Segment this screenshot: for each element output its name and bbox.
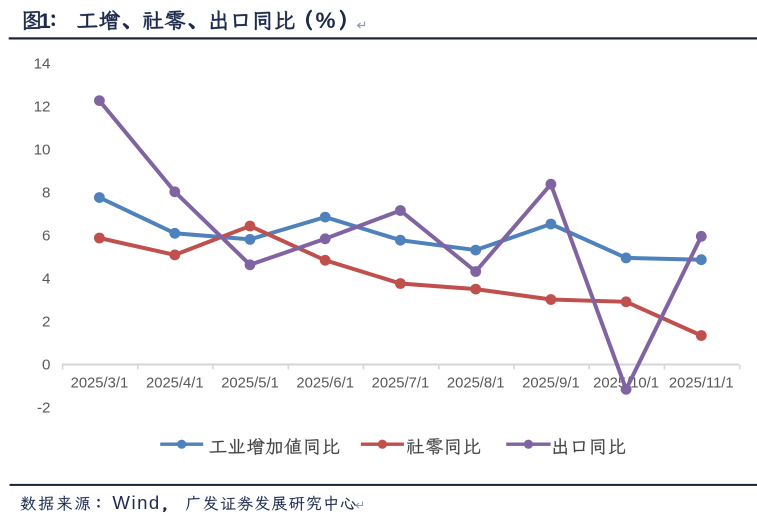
svg-text:1: 1	[39, 8, 51, 33]
svg-text:2: 2	[42, 313, 50, 330]
svg-text:2025/7/1: 2025/7/1	[372, 376, 430, 392]
svg-text:%: %	[316, 8, 336, 33]
svg-text:0: 0	[42, 356, 50, 373]
svg-text:2025/9/1: 2025/9/1	[522, 376, 580, 392]
svg-text:12: 12	[34, 98, 51, 115]
svg-text:10: 10	[34, 141, 51, 158]
svg-text:Wind: Wind	[112, 492, 160, 513]
svg-text:14: 14	[34, 55, 51, 72]
svg-text:2025/4/1: 2025/4/1	[146, 376, 204, 392]
svg-text:-2: -2	[37, 399, 51, 416]
svg-text:2025/11/1: 2025/11/1	[669, 376, 734, 392]
svg-text:8: 8	[42, 184, 50, 201]
svg-text:6: 6	[42, 227, 50, 244]
svg-text:4: 4	[42, 270, 50, 287]
svg-text:2025/3/1: 2025/3/1	[71, 376, 129, 392]
svg-text:2025/8/1: 2025/8/1	[447, 376, 505, 392]
svg-text:2025/5/1: 2025/5/1	[221, 376, 279, 392]
svg-text:2025/6/1: 2025/6/1	[296, 376, 354, 392]
